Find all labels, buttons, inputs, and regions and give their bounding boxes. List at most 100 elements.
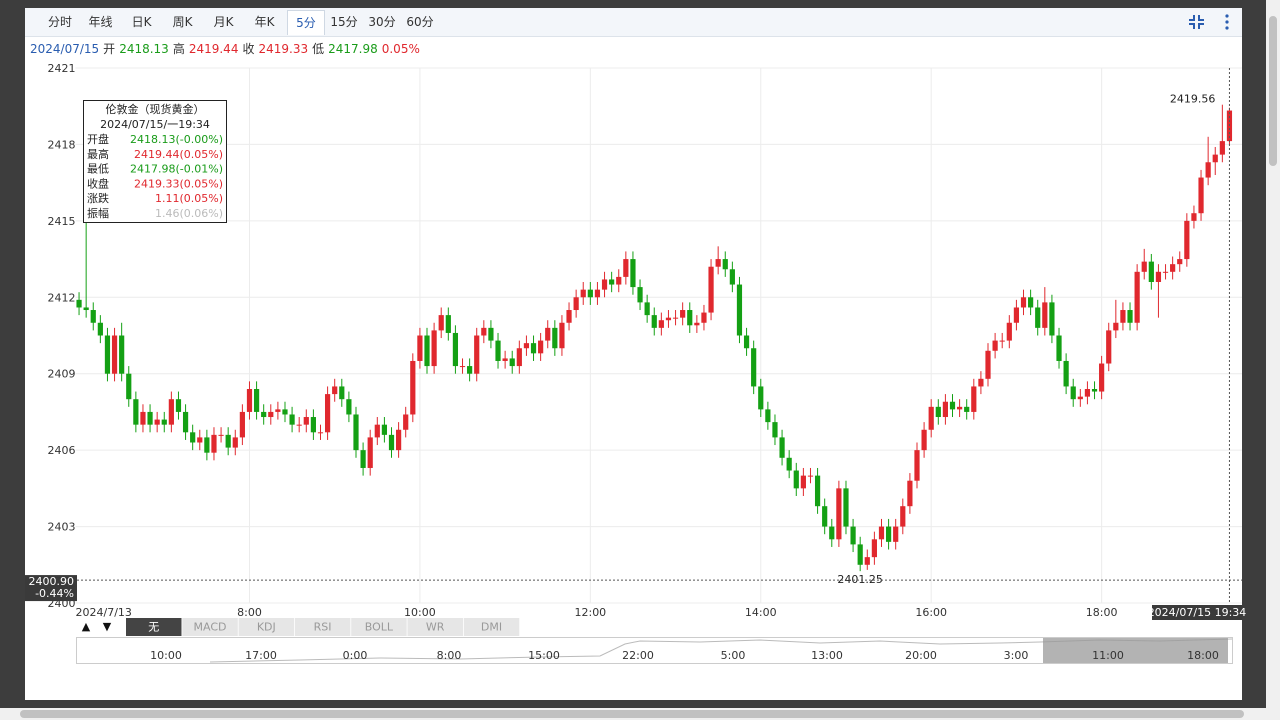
- candle-body: [715, 259, 721, 267]
- menu-icon[interactable]: [1222, 8, 1232, 36]
- navigator-selection[interactable]: [1043, 638, 1228, 663]
- indicator-arrow[interactable]: ▲: [82, 620, 91, 633]
- info-value: 2418.13: [119, 42, 169, 56]
- indicator-tab[interactable]: RSI: [314, 621, 332, 634]
- info-label: 高: [172, 42, 185, 56]
- indicator-tab[interactable]: WR: [426, 621, 445, 634]
- candle-body: [474, 335, 480, 374]
- candle-body: [708, 266, 714, 313]
- indicator-arrow[interactable]: ▼: [103, 620, 112, 633]
- toolbar-tab[interactable]: 月K: [213, 15, 234, 29]
- horizontal-scrollbar[interactable]: [0, 708, 1266, 720]
- tooltip-value: 2417.98(-0.01%): [130, 163, 223, 176]
- toolbar-tab[interactable]: 30分: [368, 15, 396, 29]
- candle-body: [1155, 271, 1162, 282]
- toolbar-tab[interactable]: 5分: [287, 10, 325, 35]
- candle-body: [580, 289, 586, 298]
- indicator-tab-bg[interactable]: [294, 618, 351, 636]
- indicator-tab[interactable]: 无: [148, 621, 159, 634]
- candle-body: [1113, 322, 1119, 331]
- candle-body: [850, 526, 856, 545]
- x-tick-label: 12:00: [574, 606, 606, 619]
- candle-body: [495, 340, 501, 361]
- candle-body: [949, 401, 956, 410]
- candle-body: [282, 409, 288, 415]
- candle-body: [701, 312, 707, 323]
- candle-body: [1120, 310, 1126, 323]
- indicator-tab[interactable]: MACD: [194, 621, 227, 634]
- tooltip-label: 开盘: [87, 132, 109, 146]
- candle-body: [751, 348, 757, 387]
- info-label: 开: [103, 42, 116, 56]
- candle-body: [601, 279, 608, 290]
- toolbar-tab[interactable]: 周K: [172, 15, 193, 29]
- candle-body: [168, 399, 174, 425]
- indicator-tab-bg[interactable]: [126, 618, 182, 636]
- toolbar-tab[interactable]: 15分: [330, 15, 358, 29]
- candle-body: [722, 259, 728, 270]
- indicator-tab-bg[interactable]: [351, 618, 407, 636]
- candle-body: [1191, 213, 1197, 221]
- toolbar-tab[interactable]: 日K: [131, 15, 152, 29]
- info-value: 2419.44: [188, 42, 239, 56]
- toolbar-tab[interactable]: 年K: [254, 15, 275, 29]
- candle-body: [644, 302, 650, 316]
- toolbar-tab[interactable]: 分时: [47, 15, 72, 29]
- candle-body: [687, 310, 693, 326]
- candle-body: [637, 287, 643, 303]
- candle-body: [935, 406, 941, 418]
- tooltip-value: 2419.44(0.05%): [134, 148, 223, 161]
- candle-body: [126, 373, 132, 400]
- candle-body: [332, 386, 338, 395]
- tooltip-date: 2024/07/15/一19:34: [100, 118, 210, 131]
- candle-body: [1198, 177, 1204, 214]
- toolbar-tab[interactable]: 60分: [406, 15, 434, 29]
- candle-body: [324, 394, 331, 433]
- candle-body: [651, 315, 657, 328]
- candle-body: [573, 297, 579, 311]
- chart: 240024032406240924122415241824212024/7/1…: [25, 62, 1246, 664]
- candle-body: [623, 259, 629, 277]
- candle-body: [1020, 297, 1027, 308]
- candle-body: [729, 269, 735, 285]
- candle-body: [438, 315, 444, 331]
- candle-body: [452, 332, 459, 367]
- toolbar-tab[interactable]: 年线: [88, 15, 113, 29]
- candle-body: [424, 335, 430, 367]
- candle-body: [1077, 396, 1083, 400]
- indicator-tab[interactable]: KDJ: [257, 621, 276, 634]
- navigator-label: 18:00: [1187, 649, 1219, 662]
- indicator-tab[interactable]: BOLL: [365, 621, 394, 634]
- candle-body: [736, 284, 743, 336]
- candle-body: [1184, 220, 1190, 260]
- navigator-label: 11:00: [1092, 649, 1124, 662]
- indicator-tab[interactable]: DMI: [481, 621, 502, 634]
- candle-body: [800, 475, 806, 489]
- indicator-tab-bg[interactable]: [238, 618, 295, 636]
- navigator-label: 20:00: [905, 649, 937, 662]
- candle-body: [694, 322, 700, 326]
- candle-body: [410, 360, 416, 415]
- candle-body: [303, 417, 309, 425]
- indicator-tab-bg[interactable]: [182, 618, 238, 636]
- candle-body: [630, 259, 636, 288]
- y-tick-label: 2406: [48, 444, 76, 457]
- candle-body: [296, 424, 302, 426]
- vertical-scrollbar[interactable]: [1266, 0, 1280, 720]
- candle-body: [83, 307, 89, 311]
- candle-body: [857, 544, 863, 565]
- candle-body: [317, 432, 324, 434]
- candle-body: [822, 506, 828, 527]
- tooltip-label: 最低: [87, 163, 109, 176]
- y-tick-label: 2403: [48, 521, 76, 534]
- candle-body: [971, 386, 977, 412]
- candle-body: [190, 432, 196, 443]
- candle-body: [552, 327, 558, 349]
- info-date: 2024/07/15: [30, 42, 100, 56]
- indicator-tab-bg[interactable]: [463, 618, 520, 636]
- y-tick-label: 2421: [48, 62, 76, 75]
- indicator-tab-bg[interactable]: [407, 618, 464, 636]
- navigator-label: 5:00: [721, 649, 746, 662]
- toolbar-icons[interactable]: [1185, 8, 1225, 36]
